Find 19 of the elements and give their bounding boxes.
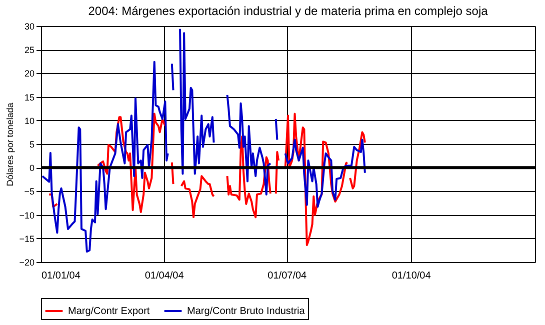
y-tick-label: 25 [24, 45, 34, 56]
x-tick-label: 01/10/04 [392, 270, 432, 282]
x-tick-label: 01/07/04 [268, 270, 308, 282]
y-tick-label: −5 [24, 186, 34, 197]
y-tick-label: 0 [29, 163, 34, 174]
y-tick-label: 15 [24, 92, 34, 102]
y-tick-label: 20 [24, 68, 34, 79]
x-tick-label: 01/01/04 [42, 270, 81, 282]
legend-label: Marg/Contr Bruto Industria [187, 306, 306, 317]
x-tick-label: 01/04/04 [144, 270, 184, 282]
y-tick-label: −10 [19, 210, 34, 220]
chart-title: 2004: Márgenes exportación industrial y de materia prima en complejo soja [88, 4, 488, 18]
y-axis-title: Dólares por tonelada [5, 102, 16, 186]
y-tick-label: 10 [24, 116, 34, 126]
legend-label: Marg/Contr Export [68, 306, 150, 317]
y-tick-label: 30 [24, 22, 34, 32]
y-tick-label: −15 [19, 234, 34, 244]
y-tick-label: −20 [19, 258, 34, 268]
y-tick-label: 5 [29, 140, 34, 150]
